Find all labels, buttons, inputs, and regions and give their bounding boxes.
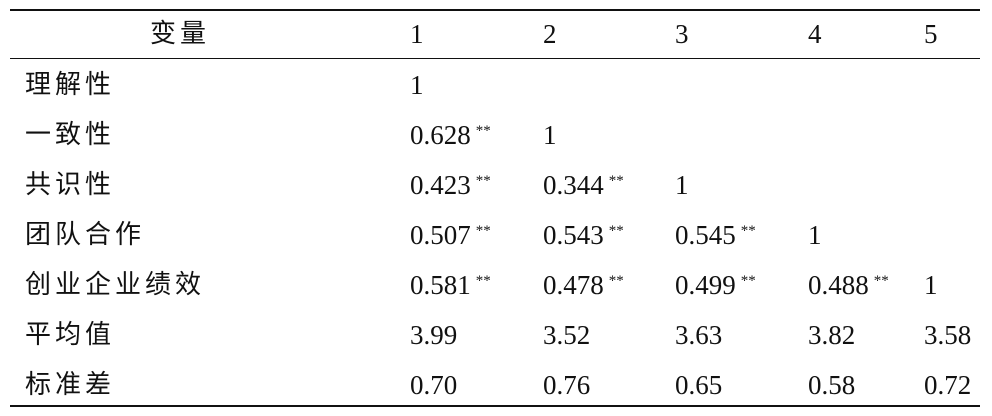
significance: ** bbox=[740, 223, 756, 239]
top-rule bbox=[10, 9, 980, 11]
cell: 0.499 ** bbox=[675, 267, 756, 308]
cell: 0.72 bbox=[924, 367, 971, 403]
cell: 0.423 ** bbox=[410, 167, 491, 208]
cell: 0.65 bbox=[675, 367, 722, 403]
cell: 0.628 ** bbox=[410, 117, 491, 158]
cell: 0.70 bbox=[410, 367, 457, 403]
cell: 0.344 ** bbox=[543, 167, 624, 208]
cell-value: 0.70 bbox=[410, 370, 458, 400]
cell-value: 0.581 bbox=[410, 270, 471, 300]
cell: 0.76 bbox=[543, 367, 590, 403]
header-cell: 变量 bbox=[150, 19, 211, 49]
significance: ** bbox=[475, 123, 491, 139]
cell-value: 1 bbox=[675, 170, 689, 200]
cell-value: 0.507 bbox=[410, 220, 471, 250]
cell: 0.58 bbox=[808, 367, 855, 403]
cell-value: 3.52 bbox=[543, 320, 591, 350]
cell-value: 0.545 bbox=[675, 220, 736, 250]
cell: 1 bbox=[924, 267, 938, 303]
cell: 0.581 ** bbox=[410, 267, 491, 308]
row-label: 团队合作 bbox=[25, 220, 146, 250]
header-cell: 3 bbox=[675, 19, 689, 49]
cell-value: 0.344 bbox=[543, 170, 604, 200]
cell: 0.507 ** bbox=[410, 217, 491, 258]
cell: 1 bbox=[410, 67, 424, 103]
cell: 3.99 bbox=[410, 317, 457, 353]
row-label: 平均值 bbox=[25, 320, 116, 350]
cell: 0.543 ** bbox=[543, 217, 624, 258]
cell: 1 bbox=[543, 117, 557, 153]
cell-value: 0.543 bbox=[543, 220, 604, 250]
cell-value: 0.628 bbox=[410, 120, 471, 150]
header-cell: 2 bbox=[543, 19, 557, 49]
cell-value: 0.478 bbox=[543, 270, 604, 300]
cell-value: 1 bbox=[410, 70, 424, 100]
cell-value: 3.82 bbox=[808, 320, 856, 350]
cell-value: 0.65 bbox=[675, 370, 723, 400]
cell-value: 1 bbox=[924, 270, 938, 300]
significance: ** bbox=[608, 173, 624, 189]
cell: 3.63 bbox=[675, 317, 722, 353]
cell-value: 1 bbox=[543, 120, 557, 150]
cell: 3.52 bbox=[543, 317, 590, 353]
header-cell: 4 bbox=[808, 19, 822, 49]
row-label: 一致性 bbox=[25, 120, 116, 150]
cell-value: 0.499 bbox=[675, 270, 736, 300]
row-label: 创业企业绩效 bbox=[25, 270, 206, 300]
cell-value: 0.488 bbox=[808, 270, 869, 300]
row-label: 标准差 bbox=[25, 370, 116, 400]
significance: ** bbox=[475, 173, 491, 189]
cell-value: 0.76 bbox=[543, 370, 591, 400]
significance: ** bbox=[608, 273, 624, 289]
header-rule bbox=[10, 58, 980, 59]
cell-value: 0.72 bbox=[924, 370, 972, 400]
significance: ** bbox=[608, 223, 624, 239]
cell: 0.488 ** bbox=[808, 267, 889, 308]
header-cell: 5 bbox=[924, 19, 938, 49]
significance: ** bbox=[475, 273, 491, 289]
row-label: 共识性 bbox=[25, 170, 116, 200]
cell-value: 3.63 bbox=[675, 320, 723, 350]
cell: 0.545 ** bbox=[675, 217, 756, 258]
cell-value: 3.99 bbox=[410, 320, 458, 350]
cell-value: 3.58 bbox=[924, 320, 972, 350]
cell: 0.478 ** bbox=[543, 267, 624, 308]
cell: 3.58 bbox=[924, 317, 971, 353]
significance: ** bbox=[873, 273, 889, 289]
significance: ** bbox=[740, 273, 756, 289]
cell: 1 bbox=[808, 217, 822, 253]
cell: 3.82 bbox=[808, 317, 855, 353]
cell-value: 0.58 bbox=[808, 370, 856, 400]
cell-value: 1 bbox=[808, 220, 822, 250]
row-label: 理解性 bbox=[25, 70, 116, 100]
header-cell: 1 bbox=[410, 19, 424, 49]
cell: 1 bbox=[675, 167, 689, 203]
significance: ** bbox=[475, 223, 491, 239]
bottom-rule bbox=[10, 405, 980, 407]
cell-value: 0.423 bbox=[410, 170, 471, 200]
